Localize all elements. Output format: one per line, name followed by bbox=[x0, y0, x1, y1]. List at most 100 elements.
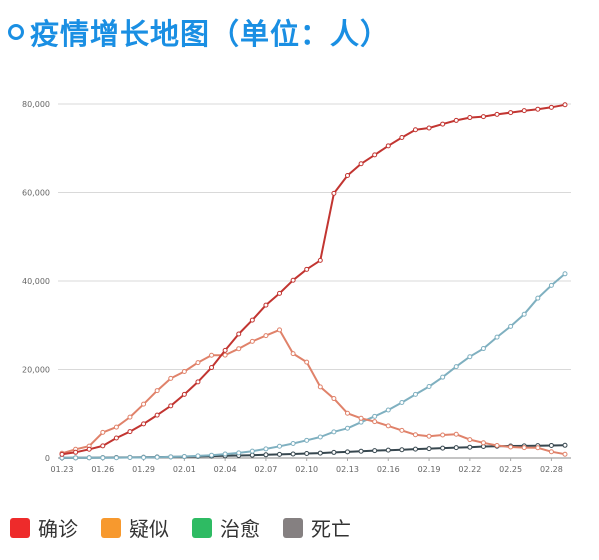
y-tick-label: 0 bbox=[45, 454, 50, 463]
data-point bbox=[344, 410, 350, 416]
data-point bbox=[344, 172, 350, 178]
y-tick-label: 80,000 bbox=[22, 100, 50, 109]
data-point bbox=[304, 266, 310, 272]
data-point bbox=[521, 108, 527, 114]
data-point bbox=[399, 427, 405, 433]
data-point bbox=[412, 432, 418, 438]
data-point bbox=[494, 334, 500, 340]
data-point bbox=[562, 102, 568, 108]
data-point bbox=[372, 448, 378, 454]
data-point bbox=[86, 446, 92, 452]
grid bbox=[58, 103, 571, 459]
data-point bbox=[426, 384, 432, 390]
data-point bbox=[440, 432, 446, 438]
data-point bbox=[494, 443, 500, 449]
x-tick-label: 02.04 bbox=[214, 465, 237, 474]
data-point bbox=[277, 327, 283, 333]
series-group bbox=[59, 102, 568, 461]
data-point bbox=[249, 317, 255, 323]
series-line bbox=[61, 328, 566, 456]
x-tick-label: 02.13 bbox=[336, 465, 359, 474]
data-point bbox=[372, 413, 378, 419]
data-point bbox=[467, 444, 473, 450]
chart-title-row: 疫情增长地图（单位：人） bbox=[8, 10, 390, 54]
legend-swatch bbox=[10, 517, 30, 538]
legend-swatch bbox=[283, 517, 303, 538]
data-point bbox=[304, 437, 310, 443]
data-point bbox=[344, 425, 350, 431]
data-point bbox=[304, 359, 310, 365]
data-point bbox=[508, 444, 514, 450]
data-point bbox=[412, 391, 418, 397]
series-line bbox=[62, 273, 566, 459]
y-tick-label: 20,000 bbox=[22, 366, 50, 375]
legend: 确诊 疑似 治愈 死亡 bbox=[10, 513, 374, 542]
data-point bbox=[209, 352, 215, 358]
data-point bbox=[277, 451, 283, 457]
series-line bbox=[61, 444, 566, 459]
x-tick-label: 02.01 bbox=[173, 465, 196, 474]
data-point bbox=[141, 454, 147, 460]
legend-item-dead[interactable]: 死亡 bbox=[283, 513, 351, 542]
data-point bbox=[113, 424, 119, 430]
data-point bbox=[154, 412, 160, 418]
data-point bbox=[453, 364, 459, 370]
data-point bbox=[358, 415, 364, 421]
x-tick-label: 02.07 bbox=[254, 465, 277, 474]
data-point bbox=[304, 451, 310, 457]
data-point bbox=[141, 401, 147, 407]
series-2 bbox=[59, 271, 568, 461]
data-point bbox=[562, 451, 568, 457]
data-point bbox=[399, 399, 405, 405]
legend-item-confirmed[interactable]: 确诊 bbox=[10, 513, 78, 542]
data-point bbox=[290, 277, 296, 283]
data-point bbox=[290, 440, 296, 446]
data-point bbox=[521, 311, 527, 317]
x-tick-label: 02.10 bbox=[295, 465, 318, 474]
data-point bbox=[385, 447, 391, 453]
data-point bbox=[100, 443, 106, 449]
data-point bbox=[453, 445, 459, 451]
legend-item-cured[interactable]: 治愈 bbox=[192, 513, 260, 542]
data-point bbox=[358, 448, 364, 454]
data-point bbox=[277, 443, 283, 449]
data-point bbox=[263, 452, 269, 458]
legend-swatch bbox=[101, 517, 121, 538]
data-point bbox=[195, 379, 201, 385]
data-point bbox=[548, 442, 554, 448]
data-point bbox=[290, 451, 296, 457]
data-point bbox=[154, 388, 160, 394]
data-point bbox=[467, 437, 473, 443]
data-point bbox=[317, 257, 323, 263]
data-point bbox=[331, 449, 337, 455]
legend-label: 治愈 bbox=[220, 517, 260, 541]
data-point bbox=[168, 403, 174, 409]
data-point bbox=[249, 452, 255, 458]
data-point bbox=[521, 445, 527, 451]
y-tick-label: 40,000 bbox=[22, 277, 50, 286]
data-point bbox=[209, 452, 215, 458]
x-tick-label: 01.29 bbox=[132, 465, 155, 474]
series-line bbox=[61, 103, 566, 456]
data-point bbox=[181, 391, 187, 397]
data-point bbox=[86, 455, 92, 461]
legend-label: 确诊 bbox=[38, 517, 78, 541]
data-point bbox=[73, 455, 79, 461]
legend-item-suspected[interactable]: 疑似 bbox=[101, 513, 169, 542]
data-point bbox=[467, 354, 473, 360]
data-point bbox=[440, 121, 446, 127]
data-point bbox=[385, 423, 391, 429]
data-point bbox=[181, 369, 187, 375]
series-1 bbox=[59, 327, 568, 457]
data-point bbox=[480, 346, 486, 352]
data-point bbox=[562, 271, 568, 277]
data-point bbox=[426, 125, 432, 131]
data-point bbox=[399, 447, 405, 453]
data-point bbox=[535, 106, 541, 112]
x-tick-label: 01.26 bbox=[91, 465, 114, 474]
data-point bbox=[222, 352, 228, 358]
data-point bbox=[236, 450, 242, 456]
data-point bbox=[372, 419, 378, 425]
data-point bbox=[440, 374, 446, 380]
data-point bbox=[236, 331, 242, 337]
